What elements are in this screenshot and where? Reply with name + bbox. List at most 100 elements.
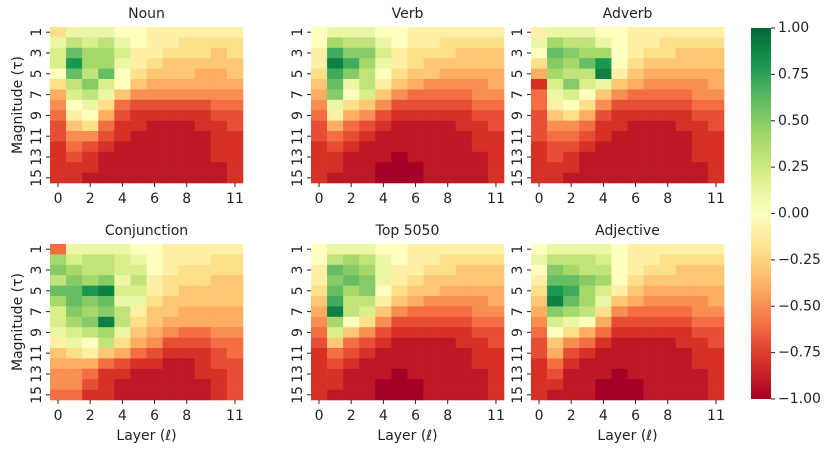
heatmap-cell xyxy=(579,99,596,111)
heatmap-cell xyxy=(659,348,677,359)
heatmap-cell xyxy=(162,275,179,286)
x-tick-label: 8 xyxy=(663,191,672,207)
heatmap-cell xyxy=(627,368,644,380)
heatmap-cell xyxy=(455,172,473,184)
heatmap-cell xyxy=(375,47,392,59)
heatmap-cell xyxy=(659,89,677,101)
heatmap-cell xyxy=(487,379,505,390)
heatmap-cell xyxy=(455,275,473,286)
heatmap-cell xyxy=(327,89,344,101)
heatmap-cell xyxy=(471,264,489,276)
heatmap-cell xyxy=(146,58,163,69)
heatmap-cell xyxy=(210,79,228,90)
heatmap-cell xyxy=(50,275,67,286)
heatmap-cell xyxy=(579,58,596,69)
heatmap-cell xyxy=(707,89,725,101)
heatmap-cell xyxy=(611,337,628,349)
heatmap-cell xyxy=(611,58,628,69)
panel-title: Adverb xyxy=(603,6,653,22)
heatmap-cell xyxy=(66,244,83,255)
heatmap-cell xyxy=(66,337,83,349)
heatmap-cell xyxy=(130,58,147,69)
heatmap-cell xyxy=(627,296,644,307)
heatmap-cell xyxy=(471,162,489,173)
heatmap-cell xyxy=(82,89,99,101)
heatmap-cell xyxy=(114,358,131,370)
heatmap-cell xyxy=(439,110,457,121)
y-tick-label: 3 xyxy=(290,266,306,275)
heatmap-cell xyxy=(487,89,505,101)
heatmap-cell xyxy=(391,89,408,101)
heatmap-cell xyxy=(487,285,505,297)
heatmap-cell xyxy=(226,306,244,318)
heatmap-cell xyxy=(611,120,628,132)
heatmap-cell xyxy=(423,368,440,380)
heatmap-cell xyxy=(579,151,596,163)
heatmap-cell xyxy=(675,368,693,380)
heatmap-cell xyxy=(194,244,212,255)
y-tick-label: 15 xyxy=(510,169,526,187)
heatmap-cell xyxy=(439,368,457,380)
heatmap-cell xyxy=(675,264,693,276)
heatmap-cell xyxy=(50,99,67,111)
heatmap-cell xyxy=(391,348,408,359)
x-tick-label: 2 xyxy=(347,191,356,207)
heatmap-cell xyxy=(226,275,244,286)
heatmap-cell xyxy=(359,172,376,184)
heatmap-cell xyxy=(210,389,228,401)
heatmap-cell xyxy=(407,306,424,318)
heatmap-cell xyxy=(547,58,564,69)
heatmap-cell xyxy=(707,306,725,318)
x-tick-label: 2 xyxy=(86,191,95,207)
heatmap-cell xyxy=(627,275,644,286)
heatmap-cell xyxy=(391,379,408,390)
heatmap-cell xyxy=(579,358,596,370)
x-tick-label: 2 xyxy=(86,408,95,424)
heatmap-cell xyxy=(50,244,67,255)
heatmap-cell xyxy=(162,264,179,276)
heatmap-cell xyxy=(707,151,725,163)
heatmap-cell xyxy=(98,37,115,49)
heatmap-cell xyxy=(611,379,628,390)
x-tick-label: 6 xyxy=(631,191,640,207)
y-axis-label: Magnitude (τ) xyxy=(10,56,26,154)
heatmap-cell xyxy=(66,120,83,132)
heatmap-cell xyxy=(423,58,440,69)
heatmap-cell xyxy=(130,379,147,390)
heatmap-cell xyxy=(391,337,408,349)
heatmap-cell xyxy=(707,172,725,184)
heatmap-cell xyxy=(226,79,244,90)
x-tick-label: 4 xyxy=(599,191,608,207)
heatmap-cell xyxy=(455,151,473,163)
heatmap-cell xyxy=(487,172,505,184)
heatmap-cell xyxy=(611,79,628,90)
heatmap-cell xyxy=(50,141,67,153)
heatmap-cell xyxy=(391,254,408,266)
heatmap-cell xyxy=(707,120,725,132)
y-tick-label: 9 xyxy=(29,111,45,120)
heatmap-cell xyxy=(627,141,644,153)
heatmap-cell xyxy=(178,358,196,370)
heatmap-cell xyxy=(547,348,564,359)
heatmap-cell xyxy=(391,389,408,401)
heatmap-cell xyxy=(423,47,440,59)
heatmap-cell xyxy=(82,47,99,59)
heatmap-cell xyxy=(627,131,644,142)
heatmap-cell xyxy=(487,27,505,38)
heatmap-cell xyxy=(439,99,457,111)
heatmap-cell xyxy=(50,306,67,318)
heatmap-cell xyxy=(178,316,196,328)
heatmap-cell xyxy=(359,337,376,349)
heatmap-cell xyxy=(691,99,709,111)
heatmap-cell xyxy=(691,306,709,318)
heatmap-cell xyxy=(146,368,163,380)
heatmap-cell xyxy=(547,99,564,111)
heatmap-cell xyxy=(659,337,677,349)
heatmap-cell xyxy=(439,327,457,338)
heatmap-cell xyxy=(423,131,440,142)
heatmap-cell xyxy=(146,141,163,153)
heatmap-cell xyxy=(359,120,376,132)
heatmap-cell xyxy=(487,141,505,153)
heatmap-cell xyxy=(563,68,580,80)
heatmap-cell xyxy=(691,58,709,69)
